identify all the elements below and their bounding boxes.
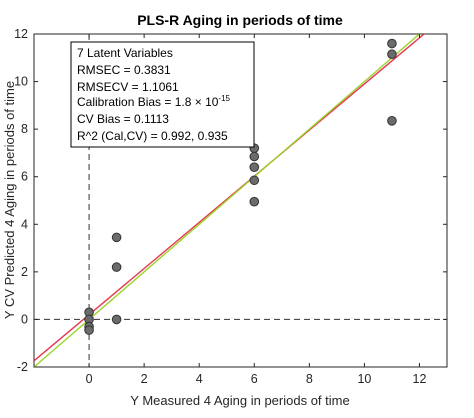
- stats-calibration-bias-exponent: -15: [218, 94, 230, 103]
- x-axis-ticks: 0 2 4 6 8 10 12: [86, 34, 427, 386]
- regression-lines: [34, 34, 426, 367]
- data-point: [111, 232, 122, 243]
- data-point: [387, 38, 397, 49]
- data-point: [387, 116, 397, 126]
- ideal-line: [34, 34, 421, 367]
- y-tick-label: 8: [21, 122, 28, 136]
- data-point: [249, 162, 260, 172]
- stats-rmsecv: RMSECV = 1.1061: [77, 80, 179, 94]
- data-point: [249, 175, 260, 186]
- y-axis-title: Y CV Predicted 4 Aging in periods of tim…: [2, 81, 17, 319]
- stats-cv-bias: CV Bias = 0.1113: [77, 112, 169, 126]
- x-tick-label: 10: [357, 372, 371, 386]
- stats-calibration-bias-base: Calibration Bias = 1.8 × 10: [77, 95, 219, 109]
- x-tick-label: 12: [413, 372, 427, 386]
- data-points: [84, 38, 397, 335]
- data-point: [249, 151, 260, 162]
- y-axis-ticks: -2 0 2 4 6 8 10 12: [14, 27, 447, 374]
- stats-box-frame: [70, 41, 255, 148]
- y-tick-label: 0: [21, 312, 28, 326]
- x-tick-label: 4: [196, 372, 203, 386]
- data-point: [84, 325, 94, 335]
- x-tick-label: 2: [141, 372, 148, 386]
- chart-title: PLS-R Aging in periods of time: [137, 12, 343, 28]
- stats-box: 7 Latent Variables RMSEC = 0.3831 RMSECV…: [70, 41, 255, 148]
- stats-latent-variables: 7 Latent Variables: [77, 46, 173, 60]
- y-tick-label: 4: [21, 217, 28, 231]
- data-point: [387, 49, 397, 60]
- data-point: [111, 262, 122, 272]
- y-tick-label: -2: [17, 360, 28, 374]
- x-tick-label: 6: [251, 372, 258, 386]
- stats-rmsec: RMSEC = 0.3831: [77, 63, 171, 77]
- x-tick-label: 0: [86, 372, 93, 386]
- y-tick-label: 6: [21, 170, 28, 184]
- x-axis-title: Y Measured 4 Aging in periods of time: [130, 393, 349, 408]
- stats-calibration-bias: Calibration Bias = 1.8 × 10-15: [77, 94, 231, 109]
- data-point: [111, 314, 122, 325]
- stats-r-squared: R^2 (Cal,CV) = 0.992, 0.935: [77, 129, 228, 143]
- y-tick-label: 12: [14, 27, 28, 41]
- x-tick-label: 8: [306, 372, 313, 386]
- data-point: [249, 196, 260, 207]
- y-tick-label: 10: [14, 75, 28, 89]
- y-tick-label: 2: [21, 265, 28, 279]
